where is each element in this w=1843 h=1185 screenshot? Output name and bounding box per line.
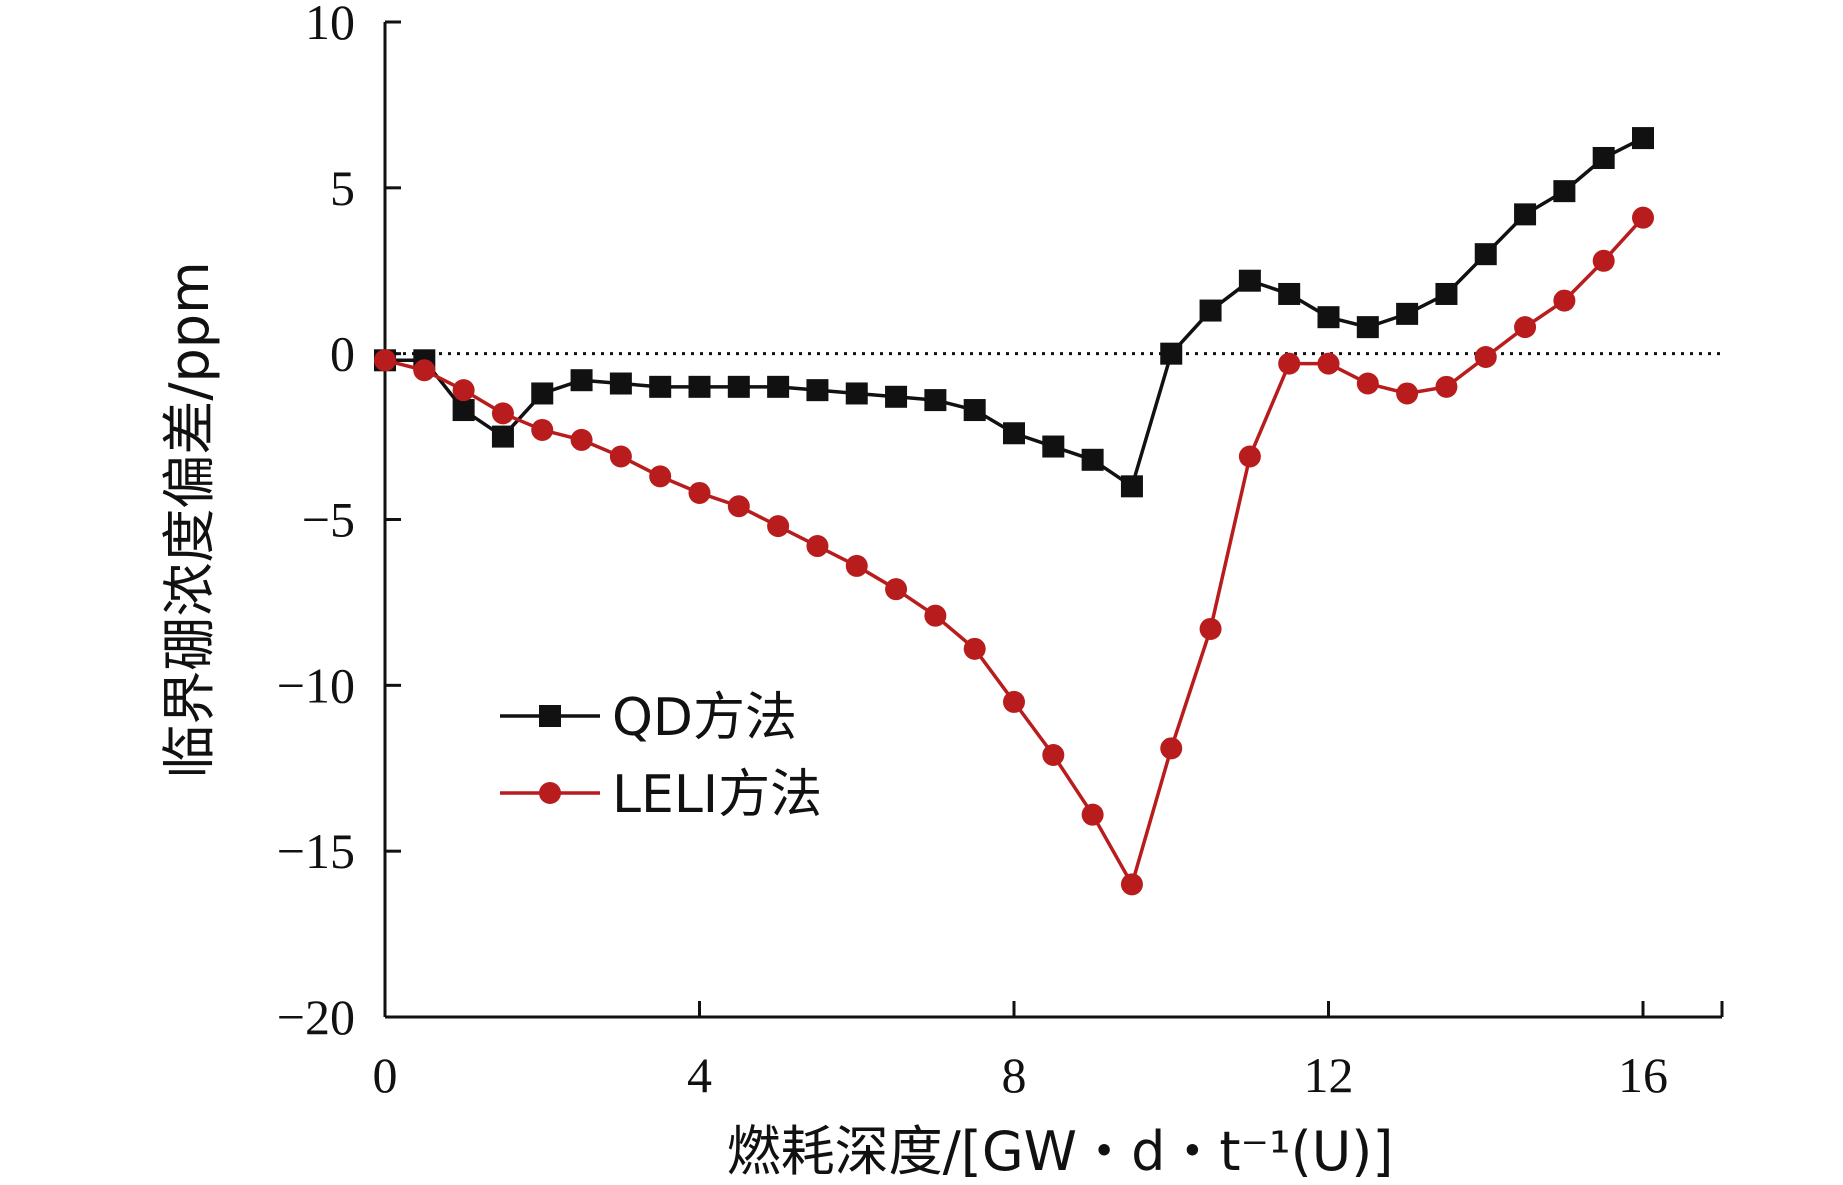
data-point-leli [452,379,475,402]
data-point-leli [649,465,672,488]
y-tick-label: −5 [302,492,355,548]
data-point-leli [1199,617,1222,640]
x-axis-ticks: 0 4 8 12 16 [373,1001,1668,1103]
data-point-leli [374,349,396,372]
data-point-leli [806,535,829,558]
y-tick-label: −20 [277,989,355,1045]
data-point-leli [924,604,947,627]
data-point-leli [688,481,711,504]
data-point-leli [570,428,593,451]
y-axis-title: 临界硼浓度偏差/ppm [158,261,221,778]
data-point-leli [727,495,750,518]
data-point-qd [1356,316,1379,339]
y-axis-ticks: −20 −15 −10 −5 0 5 10 [277,0,401,1045]
data-point-leli [1592,249,1615,272]
data-point-leli [963,637,986,660]
data-point-qd [1081,448,1104,471]
legend-item-qd: QD方法 [500,688,797,748]
data-point-qd [767,375,790,398]
series-group [374,127,1654,896]
legend-marker-qd [539,705,561,727]
legend-label-leli: LELI方法 [612,765,822,825]
data-point-leli [1553,289,1576,312]
axes [383,22,1724,1019]
data-point-leli [1396,382,1419,405]
x-tick-label: 8 [1002,1047,1027,1103]
x-tick-label: 12 [1304,1047,1354,1103]
y-tick-label: 5 [330,160,355,216]
data-point-qd [1042,435,1065,458]
data-point-qd [609,372,632,395]
data-point-qd [452,399,475,422]
data-point-leli [845,554,868,577]
data-point-leli [1514,316,1537,339]
data-point-qd [491,425,514,448]
data-point-qd [1396,302,1419,325]
series-line-leli [384,216,1645,887]
data-point-leli [1474,345,1497,368]
data-point-qd [1003,422,1025,445]
data-point-qd [1435,282,1458,305]
y-tick-label: −15 [277,823,355,879]
data-point-leli [1160,737,1183,760]
data-point-qd [924,389,947,412]
data-point-leli [1632,206,1654,229]
data-point-qd [963,399,986,422]
data-point-qd [1474,243,1497,266]
data-point-leli [1238,445,1261,468]
data-point-qd [1553,180,1576,203]
data-point-leli [1278,352,1301,375]
data-point-leli [1003,690,1025,713]
data-point-qd [1120,475,1143,498]
data-point-qd [649,375,672,398]
data-point-qd [727,375,750,398]
data-point-qd [1514,203,1537,226]
data-point-leli [885,578,908,601]
y-tick-label: 0 [330,326,355,382]
data-point-qd [885,385,908,408]
data-point-leli [1081,803,1104,826]
data-point-leli [531,418,554,441]
data-point-leli [609,445,632,468]
data-point-qd [1592,146,1615,169]
data-point-leli [1356,372,1379,395]
data-point-qd [1199,299,1222,322]
data-point-leli [1120,873,1143,896]
data-point-qd [531,382,554,405]
data-point-qd [688,375,711,398]
x-tick-label: 0 [373,1047,398,1103]
data-point-qd [1317,306,1340,329]
y-tick-label: 10 [305,0,355,50]
data-point-leli [413,359,436,382]
legend-marker-leli [539,782,561,804]
data-point-qd [1238,269,1261,292]
legend: QD方法 LELI方法 [500,688,822,825]
data-point-qd [806,379,829,402]
data-point-leli [1317,352,1340,375]
data-point-leli [1042,743,1065,766]
data-point-qd [1278,282,1301,305]
legend-item-leli: LELI方法 [500,765,822,825]
data-point-leli [767,515,790,538]
x-tick-label: 16 [1618,1047,1668,1103]
data-point-qd [1160,342,1183,365]
x-tick-label: 4 [687,1047,712,1103]
legend-label-qd: QD方法 [612,688,797,748]
data-point-leli [491,402,514,425]
data-point-qd [845,382,868,405]
y-tick-label: −10 [277,657,355,713]
data-point-qd [570,369,593,392]
data-point-leli [1435,375,1458,398]
data-point-qd [1632,127,1654,150]
x-axis-title: 燃耗深度/[GW・d・t⁻¹(U)] [727,1120,1394,1183]
